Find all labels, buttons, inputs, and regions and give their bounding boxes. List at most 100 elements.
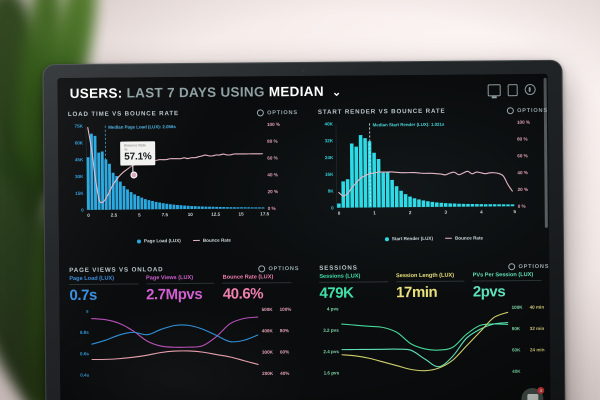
kpi-value: 2.7Mpvs [146,285,203,304]
svg-text:32 min: 32 min [530,326,545,331]
device-filter-group[interactable] [487,83,536,96]
svg-text:1: 1 [373,210,376,215]
legend-label: Bounce Rate [454,235,484,241]
kpi-sessions[interactable]: Sessions (LUX) 479K [319,273,396,302]
chart-svg: 4 pvs 3.2 pvs 2.4 pvs 1.6 pvs 100K 80K 60K 40K 4… [323,305,545,376]
svg-text:40K: 40K [512,369,521,374]
tooltip-value: 57.1% [124,151,152,163]
kpi-value: 0.7s [69,286,97,305]
svg-text:40 %: 40 % [267,172,278,177]
svg-text:75K: 75K [75,124,84,129]
svg-text:0: 0 [81,208,84,213]
svg-text:80 %: 80 % [267,139,278,144]
options-button[interactable]: OPTIONS [507,107,548,115]
svg-text:17.5: 17.5 [260,211,269,216]
legend-item[interactable]: Start Render (LUX) [384,235,433,242]
kpi-label: Page Views (LUX) [145,274,215,285]
panel-header: SESSIONS OPTIONS [319,263,549,272]
kpi-pvs-per-session[interactable]: PVs Per Session (LUX) 2pvs [472,271,550,301]
kpi-bounce-rate[interactable]: Bounce Rate (LUX) 40.6% [222,274,300,303]
svg-text:3: 3 [444,210,447,215]
svg-text:3.2 pvs: 3.2 pvs [323,328,339,333]
kpi-label: Page Load (LUX) [69,275,139,286]
kpi-session-length[interactable]: Session Length (LUX) 17min [395,272,473,302]
chart-start-render: 40K 32K 24K 16K 8K 0 100 % 80 % 60 % 40 % 20 % 0 % M… [318,116,549,236]
tablet-icon[interactable] [507,83,518,96]
chart-page-views-trend: s 0.8s 0.6s 0.4s 500K 400K 300K 200K 100% 80% 60% 4… [70,303,301,383]
svg-text:60K: 60K [75,140,84,145]
legend-item[interactable]: Bounce Rate [192,237,231,243]
svg-text:20 %: 20 % [518,187,529,192]
legend-swatch-icon [384,236,389,241]
svg-text:24K: 24K [325,155,334,160]
kpi-value: 40.6% [222,285,264,303]
panel-grid: LOAD TIME VS BOUNCE RATE OPTIONS 75K 60K 4… [58,103,551,400]
options-button[interactable]: OPTIONS [508,263,549,271]
options-button[interactable]: OPTIONS [258,265,300,273]
legend-swatch-icon [137,238,142,243]
panel-page-views: PAGE VIEWS VS ONLOAD OPTIONS Page Load (… [59,261,310,400]
legend-label: Start Render (LUX) [391,235,433,242]
svg-text:16K: 16K [325,172,334,177]
svg-text:60 %: 60 % [517,153,528,158]
svg-text:0: 0 [331,205,334,210]
svg-text:2.5: 2.5 [111,213,118,218]
svg-text:0.8s: 0.8s [80,330,89,335]
options-label: OPTIONS [268,265,300,272]
title-stat[interactable]: MEDIAN [268,83,324,100]
svg-text:2.4 pvs: 2.4 pvs [323,349,339,354]
kpi-page-load[interactable]: Page Load (LUX) 0.7s [69,275,146,305]
panel-title: LOAD TIME VS BOUNCE RATE [67,110,179,119]
svg-text:4: 4 [480,209,483,214]
svg-text:100%: 100% [280,307,292,312]
chart-svg: 75K 60K 45K 30K 15K 0 100 % 80 % 60 % 40 % 20 % 0 %… [75,122,281,218]
notification-badge: 4 [537,386,545,394]
svg-text:s: s [86,309,89,314]
svg-text:4 pvs: 4 pvs [327,306,339,311]
legend-label: Bounce Rate [202,237,231,243]
svg-text:0 %: 0 % [518,204,526,209]
svg-text:45K: 45K [75,157,84,162]
svg-text:80 %: 80 % [517,137,528,142]
svg-text:Median Start Render (LUX): 1.0: Median Start Render (LUX): 1.021s [373,122,445,128]
laptop-screen: USERS: LAST 7 DAYS USING MEDIAN ⌄ [57,73,551,400]
legend-item[interactable]: Bounce Rate [444,235,484,241]
svg-text:7.5: 7.5 [162,212,169,217]
title-range[interactable]: LAST 7 DAYS [126,84,217,101]
legend-item[interactable]: Page Load (LUX) [137,238,181,243]
chart-legend: Page Load (LUX) Bounce Rate [69,237,299,244]
svg-text:8K: 8K [328,189,335,194]
gear-icon [258,265,266,273]
kpi-value: 17min [396,283,438,302]
svg-text:1.6 pvs: 1.6 pvs [324,370,340,375]
kpi-label: Sessions (LUX) [319,273,389,283]
chevron-down-icon[interactable]: ⌄ [331,86,342,99]
title-using: USING [220,84,265,100]
svg-text:80%: 80% [280,328,289,333]
chart-load-time: 75K 60K 45K 30K 15K 0 100 % 80 % 60 % 40 % 20 % 0 %… [68,118,299,238]
kpi-label: PVs Per Session (LUX) [472,271,542,282]
svg-text:15: 15 [239,212,245,217]
mobile-icon[interactable] [524,83,536,96]
gear-icon [257,109,265,117]
page-title[interactable]: USERS: LAST 7 DAYS USING MEDIAN ⌄ [70,84,342,101]
svg-text:40 %: 40 % [517,170,528,175]
svg-text:2: 2 [409,210,412,215]
chart-legend: Start Render (LUX) Bounce Rate [319,235,549,242]
svg-text:40 min: 40 min [530,305,545,310]
svg-text:100 %: 100 % [267,122,280,127]
dashboard: USERS: LAST 7 DAYS USING MEDIAN ⌄ [57,73,551,400]
chat-widget-button[interactable]: 4 [521,386,545,400]
chart-sessions-trend: 4 pvs 3.2 pvs 2.4 pvs 1.6 pvs 100K 80K 60K 40K 4… [320,301,551,381]
kpi-page-views[interactable]: Page Views (LUX) 2.7Mpvs [145,274,223,304]
svg-text:0: 0 [338,211,341,216]
svg-text:24 min: 24 min [530,347,545,352]
desktop-icon[interactable] [487,83,501,96]
svg-text:100 %: 100 % [517,120,530,125]
panel-header: PAGE VIEWS VS ONLOAD OPTIONS [69,265,299,274]
legend-swatch-icon [444,237,452,240]
svg-text:32K: 32K [325,138,334,143]
dashboard-topbar: USERS: LAST 7 DAYS USING MEDIAN ⌄ [58,74,548,107]
options-button[interactable]: OPTIONS [257,109,298,117]
svg-text:0: 0 [87,213,90,218]
